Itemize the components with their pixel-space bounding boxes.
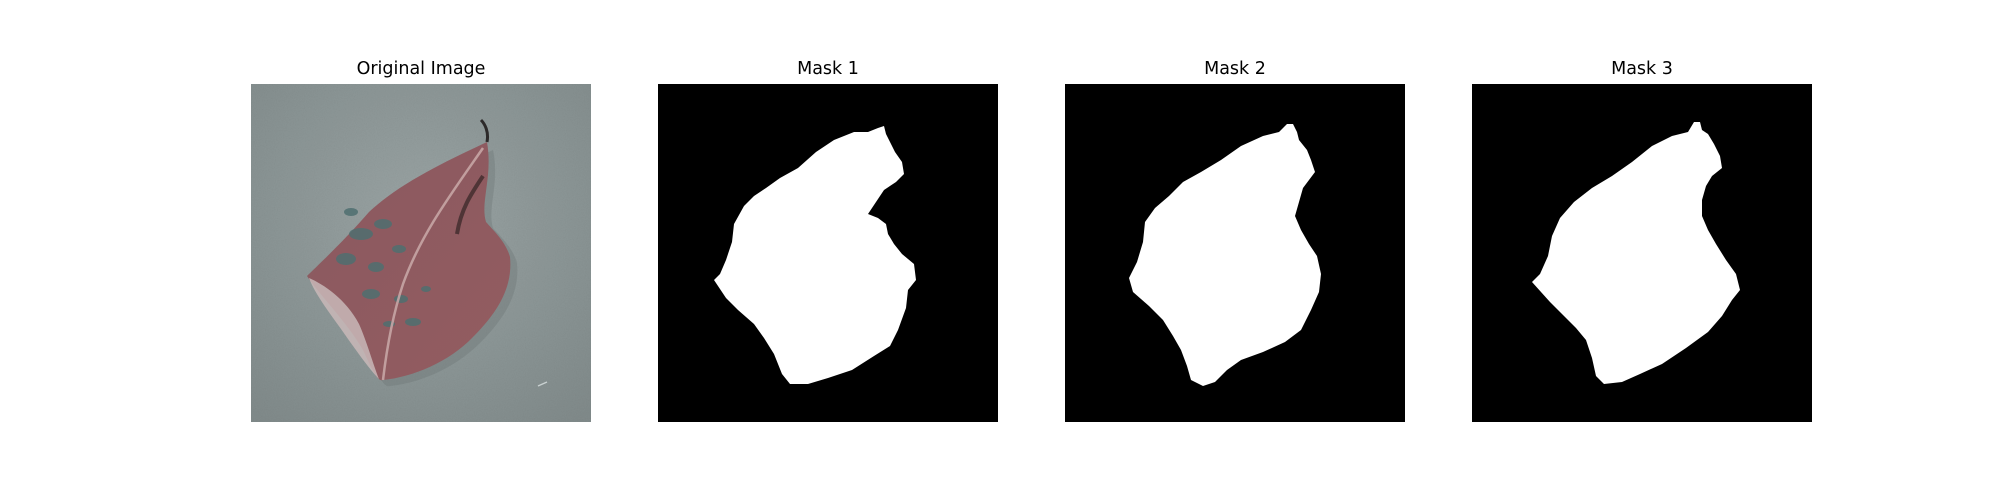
mask-speck (1287, 198, 1290, 201)
leaf-midrib (381, 147, 485, 381)
panel-title: Mask 1 (797, 59, 859, 79)
leaf-crease (455, 174, 485, 235)
panel-title: Original Image (356, 59, 486, 79)
leaf-photo (251, 84, 591, 422)
panel-title: Mask 3 (1611, 59, 1673, 79)
leaf-stem (479, 118, 489, 143)
leaf-fold (309, 278, 379, 379)
debris (537, 381, 548, 387)
segmentation-mask-3 (1472, 84, 1812, 422)
leaf-spots (336, 208, 431, 327)
mask-foreground (1129, 124, 1321, 386)
segmentation-mask-1 (658, 84, 998, 422)
leaf-body (307, 142, 511, 381)
panel-title: Mask 2 (1204, 59, 1266, 79)
mask-foreground (1532, 122, 1740, 384)
mask-foreground (714, 126, 916, 384)
segmentation-mask-2 (1065, 84, 1405, 422)
